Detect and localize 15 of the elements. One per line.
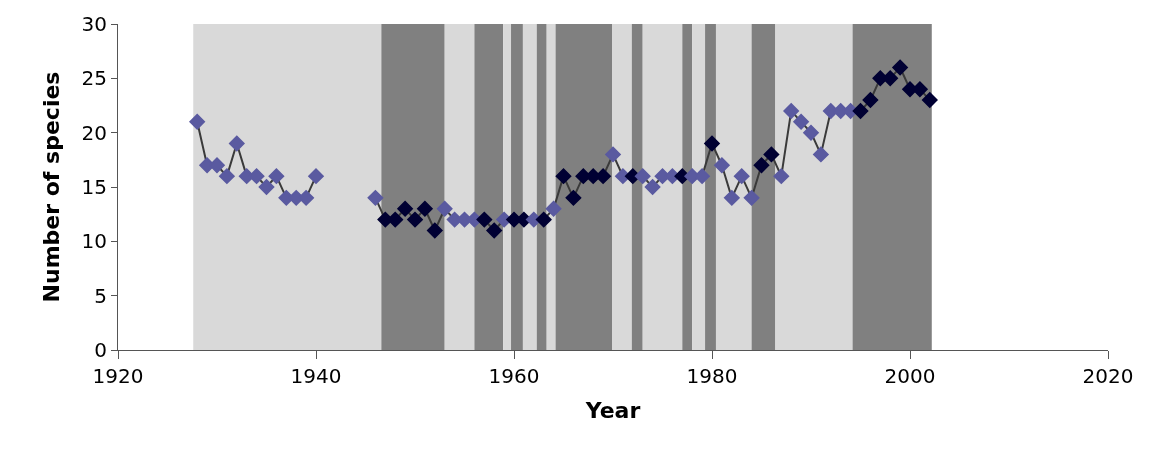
x-tick-label: 1920: [92, 364, 144, 388]
x-tick-label: 2020: [1082, 364, 1134, 388]
x-axis-title: Year: [584, 397, 641, 423]
y-tick-label: 15: [81, 175, 107, 199]
x-tick-label: 2000: [884, 364, 936, 388]
y-axis-title: Number of species: [39, 71, 65, 303]
y-tick-label: 10: [81, 229, 107, 254]
y-tick-label: 20: [81, 120, 107, 145]
x-tick-label: 1940: [290, 364, 342, 388]
x-tick-label: 1960: [488, 364, 540, 388]
y-tick-label: 0: [94, 338, 107, 362]
x-tick-label: 1980: [686, 364, 738, 388]
y-tick-label: 30: [81, 12, 107, 36]
y-tick-label: 25: [81, 66, 107, 91]
y-tick-label: 5: [94, 283, 107, 308]
